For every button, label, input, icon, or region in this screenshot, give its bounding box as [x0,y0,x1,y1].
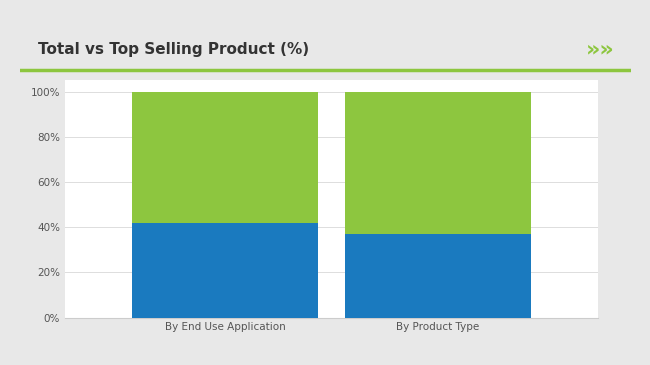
Bar [344,234,532,318]
Bar [344,92,532,234]
Bar [131,92,318,223]
Text: »»: »» [586,39,614,59]
Text: Total vs Top Selling Product (%): Total vs Top Selling Product (%) [38,42,309,57]
Bar [131,223,318,318]
